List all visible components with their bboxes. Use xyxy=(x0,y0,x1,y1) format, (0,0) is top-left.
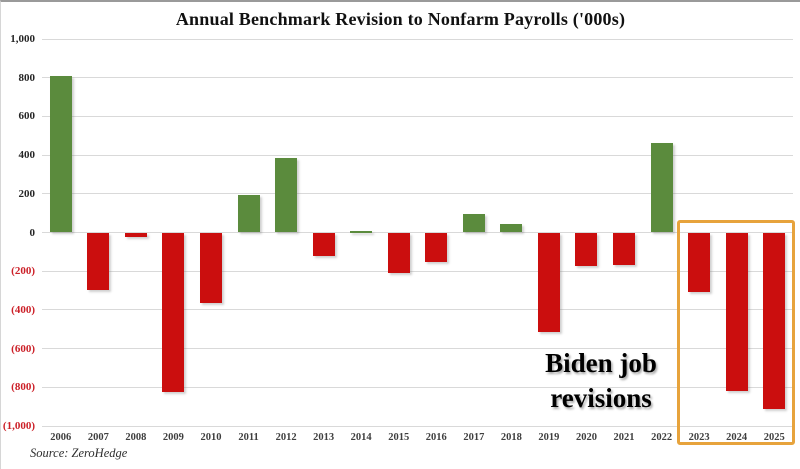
y-tick-label--1000: (1,000) xyxy=(2,420,35,432)
x-tick-label-2017: 2017 xyxy=(463,432,485,443)
bar-2016 xyxy=(425,232,448,262)
bar-2024 xyxy=(725,232,748,391)
gridline-0 xyxy=(42,232,793,233)
gridline-200 xyxy=(42,193,793,195)
gridline--800 xyxy=(42,386,793,388)
y-tick-label--800: (800) xyxy=(11,381,35,394)
bar-2006 xyxy=(49,75,72,233)
x-tick-label-2010: 2010 xyxy=(200,432,222,443)
bar-2025 xyxy=(763,232,786,409)
x-tick-label-2009: 2009 xyxy=(162,432,184,443)
gridline--400 xyxy=(42,309,793,311)
x-tick-label-2023: 2023 xyxy=(688,432,710,443)
source-credit: Source: ZeroHedge xyxy=(30,446,128,460)
plot-area xyxy=(42,38,793,427)
bar-2013 xyxy=(312,232,335,257)
bar-2018 xyxy=(500,224,523,233)
y-tick-label--200: (200) xyxy=(11,265,35,278)
x-tick-label-2022: 2022 xyxy=(651,432,673,443)
gridline--600 xyxy=(42,348,793,350)
y-tick-label--600: (600) xyxy=(11,342,35,355)
bar-2007 xyxy=(87,232,110,290)
bar-2008 xyxy=(124,232,147,237)
x-tick-label-2020: 2020 xyxy=(575,432,597,443)
gridline--200 xyxy=(42,270,793,272)
y-tick-label-400: 400 xyxy=(18,149,36,162)
annotation-biden-job-revisions: Biden job revisions xyxy=(501,346,701,416)
x-tick-label-2013: 2013 xyxy=(313,432,335,443)
gridline-800 xyxy=(42,77,793,79)
x-tick-label-2019: 2019 xyxy=(538,432,560,443)
y-tick-label-800: 800 xyxy=(18,71,36,84)
bar-2011 xyxy=(237,195,260,233)
y-tick-label-600: 600 xyxy=(18,110,36,123)
highlight-box xyxy=(677,220,795,445)
bar-2022 xyxy=(650,143,673,233)
y-tick-label-0: 0 xyxy=(29,226,36,239)
x-tick-label-2015: 2015 xyxy=(388,432,410,443)
x-tick-label-2021: 2021 xyxy=(613,432,635,443)
bar-2019 xyxy=(537,232,560,332)
bar-2014 xyxy=(350,230,373,233)
chart-title: Annual Benchmark Revision to Nonfarm Pay… xyxy=(175,9,626,29)
y-tick-label-1000: 1,000 xyxy=(10,33,35,45)
bar-2009 xyxy=(162,232,185,392)
bar-2023 xyxy=(688,232,711,292)
bar-2015 xyxy=(387,232,410,273)
gridline-600 xyxy=(42,115,793,117)
bar-2012 xyxy=(275,157,298,233)
x-tick-label-2014: 2014 xyxy=(350,432,372,443)
bar-2020 xyxy=(575,232,598,266)
bar-2017 xyxy=(462,214,485,233)
x-tick-label-2025: 2025 xyxy=(763,432,785,443)
annotation-line-1: Biden job xyxy=(545,348,657,378)
x-tick-label-2011: 2011 xyxy=(238,432,259,443)
annotation-line-2: revisions xyxy=(550,383,652,413)
gridline-400 xyxy=(42,154,793,156)
x-tick-label-2024: 2024 xyxy=(726,432,748,443)
x-tick-label-2012: 2012 xyxy=(275,432,297,443)
x-tick-label-2016: 2016 xyxy=(425,432,447,443)
gridline--1000 xyxy=(42,425,793,427)
bar-2010 xyxy=(199,232,222,304)
y-tick-label--400: (400) xyxy=(11,303,35,316)
x-tick-label-2006: 2006 xyxy=(50,432,72,443)
bar-2021 xyxy=(613,232,636,265)
x-tick-label-2018: 2018 xyxy=(500,432,522,443)
x-tick-label-2008: 2008 xyxy=(125,432,147,443)
x-tick-label-2007: 2007 xyxy=(87,432,109,443)
y-tick-label-200: 200 xyxy=(18,187,36,200)
gridline-1000 xyxy=(42,38,793,40)
